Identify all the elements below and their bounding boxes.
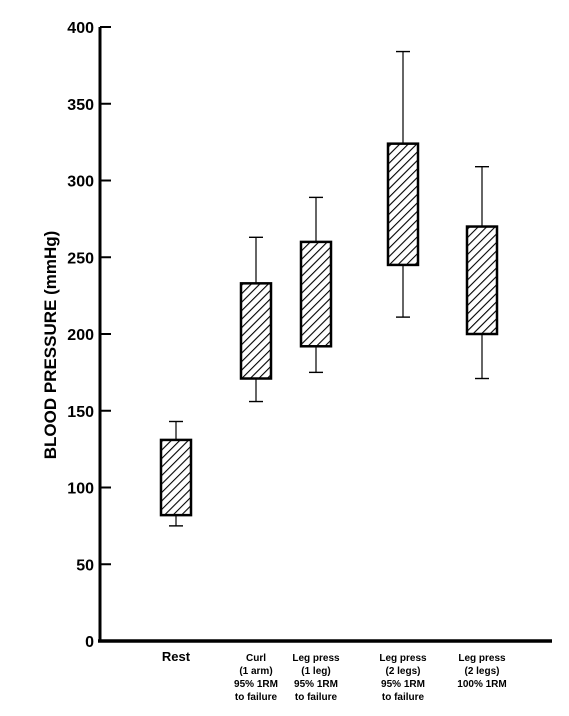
y-tick-label: 300 [67,174,94,191]
category-label-line: Curl [246,653,266,664]
category-label-line: Leg press [379,653,427,664]
box-2 [239,236,273,403]
y-axis-ticks: 0 50 100 150 200 250 300 350 400 [67,20,111,651]
category-label: Leg press (2 legs) 100% 1RM [457,653,506,690]
category-label: Leg press (1 leg) 95% 1RM to failure [292,653,340,703]
y-tick-label: 50 [76,557,94,574]
y-tick-label: 400 [67,20,94,37]
y-axis-label: BLOOD PRESSURE (mmHg) [41,231,60,460]
category-label-line: Rest [162,649,191,664]
y-tick-label: 100 [67,481,94,498]
box-4 [386,50,420,318]
box-body [239,282,273,380]
y-tick-label: 200 [67,327,94,344]
box-body [465,225,499,336]
category-label-line: (2 legs) [385,666,420,677]
box-body [299,240,333,348]
category-label-line: to failure [382,692,425,703]
box-3 [299,196,333,374]
category-label-line: 100% 1RM [457,679,506,690]
y-tick-label: 350 [67,97,94,114]
y-tick-label: 150 [67,404,94,421]
category-label: Curl (1 arm) 95% 1RM to failure [234,653,278,703]
category-label-line: 95% 1RM [294,679,338,690]
category-label-line: (1 leg) [301,666,330,677]
category-label-line: Leg press [458,653,506,664]
box-series [159,50,499,527]
box-1 [159,420,193,527]
category-label-line: (1 arm) [239,666,272,677]
category-label-line: (2 legs) [464,666,499,677]
box-body [159,438,193,517]
y-tick-label: 0 [85,634,94,651]
category-label-line: 95% 1RM [381,679,425,690]
category-label-line: 95% 1RM [234,679,278,690]
box-5 [465,165,499,380]
category-label: Leg press (2 legs) 95% 1RM to failure [379,653,427,703]
category-label: Rest [162,649,191,664]
category-label-line: to failure [295,692,338,703]
category-label-line: to failure [235,692,278,703]
box-body [386,142,420,267]
category-label-line: Leg press [292,653,340,664]
y-tick-label: 250 [67,250,94,267]
